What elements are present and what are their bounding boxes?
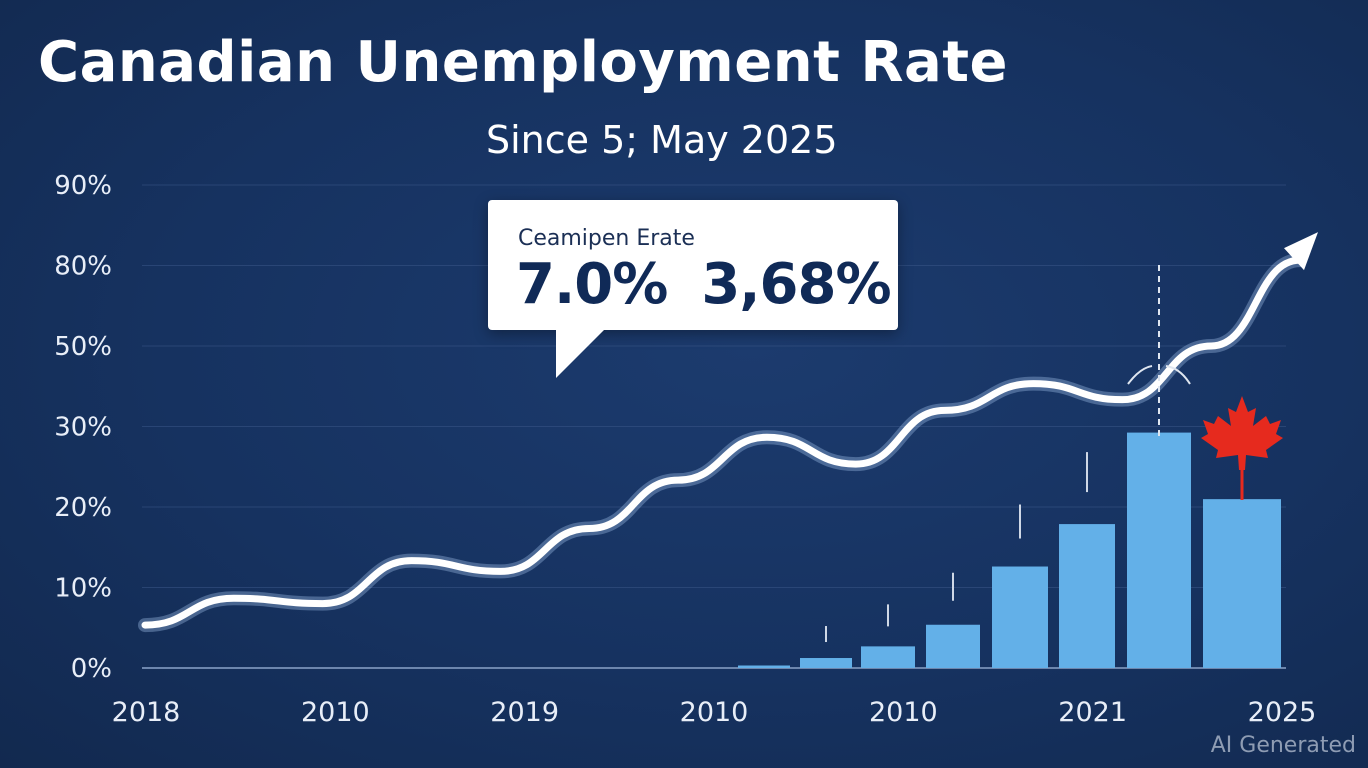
x-tick-label: 2010 <box>869 697 938 728</box>
bars <box>738 432 1281 668</box>
x-tick-label: 2010 <box>301 697 370 728</box>
marker-arc-right <box>1165 365 1191 385</box>
marker-arc-left <box>1127 365 1153 385</box>
trend-line <box>138 232 1318 633</box>
callout-box: Ceamipen Erate 7.0% 3,68% <box>488 200 898 330</box>
grid <box>142 184 1286 669</box>
x-tick-label: 2021 <box>1058 697 1127 728</box>
bar <box>926 624 980 668</box>
bar <box>861 646 915 668</box>
x-tick-label: 2019 <box>490 697 559 728</box>
y-tick-label: 0% <box>71 654 112 684</box>
x-tick-label: 2018 <box>112 697 181 728</box>
y-tick-label: 20% <box>54 493 112 523</box>
callout-value-1: 7.0% <box>516 252 668 317</box>
callout-label: Ceamipen Erate <box>518 226 695 251</box>
bar <box>800 658 852 668</box>
y-tick-label: 80% <box>54 252 112 282</box>
y-tick-label: 90% <box>54 171 112 201</box>
bar <box>738 665 790 668</box>
arrow-icon <box>1284 232 1318 271</box>
bar <box>1127 432 1191 668</box>
callout-value-2: 3,68% <box>701 252 891 317</box>
x-tick-label: 2010 <box>680 697 749 728</box>
y-tick-label: 10% <box>54 574 112 604</box>
y-tick-label: 30% <box>54 413 112 443</box>
y-axis-ticks: 90% 80% 50% 30% 20% 10% 0% <box>54 171 112 684</box>
bar <box>992 566 1048 668</box>
bar <box>1059 524 1115 668</box>
chart-subtitle: Since 5; May 2025 <box>486 118 838 162</box>
callout-tail <box>556 328 606 378</box>
decorations <box>1127 265 1283 500</box>
watermark: AI Generated <box>1210 733 1356 758</box>
chart-title: Canadian Unemployment Rate <box>38 30 1009 95</box>
callout-values: 7.0% 3,68% <box>516 252 892 317</box>
x-tick-label: 2025 <box>1248 697 1317 728</box>
bar <box>1203 499 1281 668</box>
y-tick-label: 50% <box>54 332 112 362</box>
maple-leaf-icon <box>1201 396 1283 470</box>
x-axis-ticks: 2018 2010 2019 2010 2010 2021 2025 <box>112 697 1317 728</box>
